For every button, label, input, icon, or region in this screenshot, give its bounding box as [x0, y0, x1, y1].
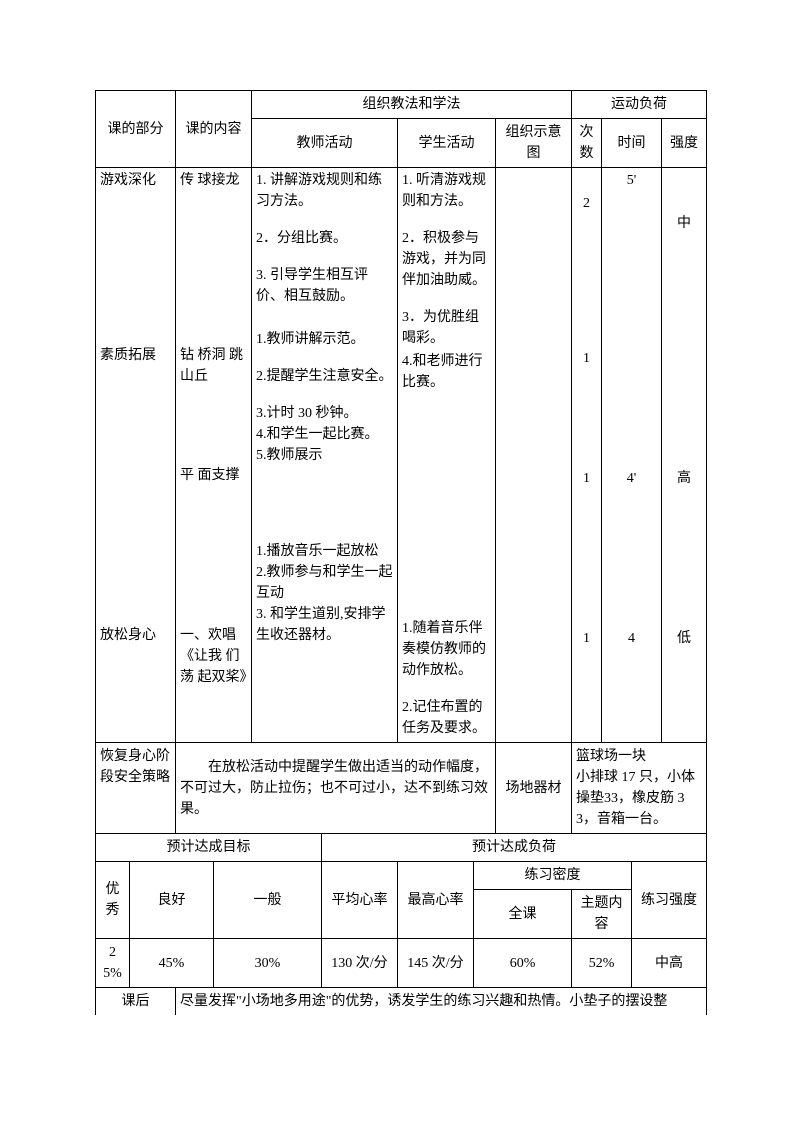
t4c: 3. 和学生道别,安排学生收还器材。	[256, 604, 393, 646]
hdr-org: 组织示意图	[496, 119, 572, 168]
v-good: 45%	[130, 939, 214, 988]
th-avg: 一般	[214, 862, 322, 939]
hdr-time: 时间	[602, 119, 662, 168]
col-content: 传 球接龙 钻 桥洞 跳山丘 平 面支撑 一、欢唱《让我 们荡 起双桨》	[176, 168, 252, 743]
t1: 5'	[606, 170, 657, 468]
col-i: 中 高 低	[662, 168, 707, 743]
hdr-method: 组织教法和学法	[252, 91, 572, 119]
eq-label: 场地器材	[496, 743, 572, 834]
targets-h2: 预计达成负荷	[322, 834, 707, 862]
t1c: 3. 引导学生相互评价、相互鼓励。	[256, 265, 393, 307]
hdr-times: 次数	[572, 119, 602, 168]
th-int: 练习强度	[632, 862, 707, 939]
i1: 中	[666, 213, 702, 468]
t3: 4'	[606, 468, 657, 628]
v-avg: 30%	[214, 939, 322, 988]
t4a: 1.播放音乐一起放松	[256, 541, 393, 562]
col-org	[496, 168, 572, 743]
s4b: 2.记住布置的任务及要求。	[402, 697, 491, 739]
v-hrmax: 145 次/分	[398, 939, 474, 988]
hdr-content: 课的内容	[176, 91, 252, 168]
part1: 游戏深化	[100, 170, 171, 345]
targets-h1: 预计达成目标	[96, 834, 322, 862]
t3a: 3.计时 30 秒钟。	[256, 403, 393, 424]
th-hrmax: 最高心率	[398, 862, 474, 939]
th-density: 练习密度	[474, 862, 632, 890]
content1: 传 球接龙	[180, 170, 247, 345]
v-hravg: 130 次/分	[322, 939, 398, 988]
v-int: 中高	[632, 939, 707, 988]
s4a: 1.随着音乐伴奏模仿教师的动作放松。	[402, 618, 491, 681]
t1b: 2．分组比赛。	[256, 228, 393, 249]
s1b: 2．积极参与游戏，并为同伴加油助威。	[402, 228, 491, 291]
col-teacher: 1. 讲解游戏规则和练习方法。 2．分组比赛。 3. 引导学生相互评价、相互鼓励…	[252, 168, 398, 743]
lesson-plan-table: 课的部分 课的内容 组织教法和学法 运动负荷 教师活动 学生活动 组织示意图 次…	[95, 90, 707, 1015]
hdr-load: 运动负荷	[572, 91, 707, 119]
th-dall: 全课	[474, 890, 572, 939]
hdr-part: 课的部分	[96, 91, 176, 168]
hdr-intensity: 强度	[662, 119, 707, 168]
i3: 高	[666, 468, 702, 628]
col-t: 5' 4' 4	[602, 168, 662, 743]
n2: 1	[576, 348, 597, 468]
recovery-label: 恢复身心阶段安全策略	[96, 743, 176, 834]
content2: 钻 桥洞 跳山丘	[180, 345, 247, 465]
s1d: 4.和老师进行比赛。	[402, 351, 491, 393]
hdr-student: 学生活动	[398, 119, 496, 168]
n3: 1	[576, 468, 597, 628]
t4b: 2.教师参与和学生一起互动	[256, 562, 393, 604]
i4: 低	[666, 628, 702, 649]
s1c: 3．为优胜组喝彩。	[402, 307, 491, 349]
part3: 放松身心	[100, 625, 171, 646]
n1: 2	[576, 193, 597, 348]
recovery-text: 在放松活动中提醒学生做出适当的动作幅度，不可过大，防止拉伤；也不可过小，达不到练…	[176, 743, 496, 834]
after-text: 尽量发挥"小场地多用途"的优势，诱发学生的练习兴趣和热情。小垫子的摆设整	[176, 988, 707, 1016]
t4: 4	[606, 628, 657, 649]
th-hravg: 平均心率	[322, 862, 398, 939]
t2b: 2.提醒学生注意安全。	[256, 366, 393, 387]
v-dall: 60%	[474, 939, 572, 988]
th-dtopic: 主题内容	[572, 890, 632, 939]
v-exc: 25%	[96, 939, 130, 988]
v-dtopic: 52%	[572, 939, 632, 988]
part2: 素质拓展	[100, 345, 171, 625]
after-label: 课后	[96, 988, 176, 1016]
th-exc: 优秀	[96, 862, 130, 939]
n4: 1	[576, 628, 597, 649]
eq-text: 篮球场一块 小排球 17 只，小体操垫33，橡皮筋 33，音箱一台。	[572, 743, 707, 834]
t3b: 4.和学生一起比赛。	[256, 424, 393, 445]
col-student: 1. 听清游戏规则和方法。 2．积极参与游戏，并为同伴加油助威。 3．为优胜组喝…	[398, 168, 496, 743]
col-n: 2 1 1 1	[572, 168, 602, 743]
t3c: 5.教师展示	[256, 445, 393, 466]
s1a: 1. 听清游戏规则和方法。	[402, 170, 491, 212]
content3: 平 面支撑	[180, 465, 247, 625]
col-part: 游戏深化 素质拓展 放松身心	[96, 168, 176, 743]
t2a: 1.教师讲解示范。	[256, 329, 393, 350]
th-good: 良好	[130, 862, 214, 939]
content4: 一、欢唱《让我 们荡 起双桨》	[180, 625, 247, 688]
t1a: 1. 讲解游戏规则和练习方法。	[256, 170, 393, 212]
hdr-teacher: 教师活动	[252, 119, 398, 168]
